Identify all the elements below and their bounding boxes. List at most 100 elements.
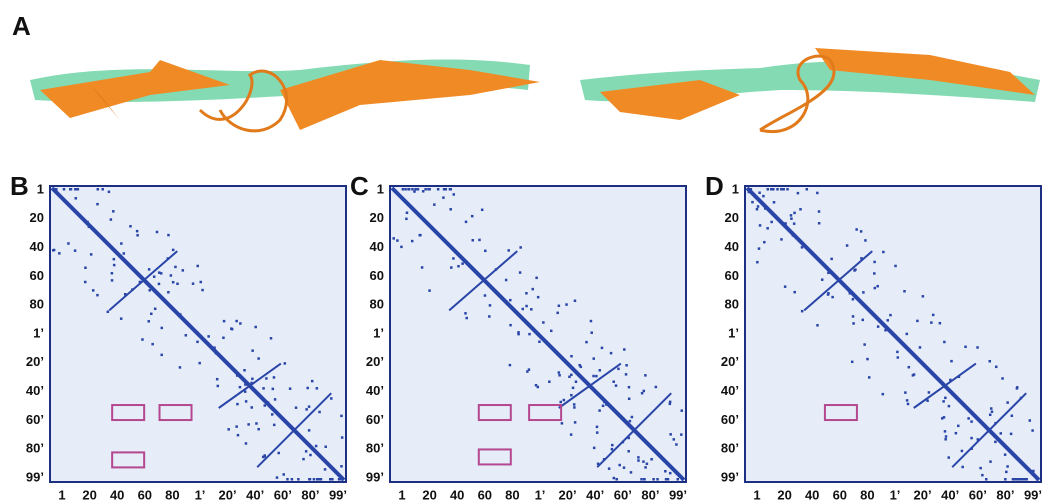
contact-dot [763, 207, 767, 210]
contact-dot [169, 274, 173, 277]
contact-dot [484, 249, 487, 253]
contact-dot [392, 237, 395, 240]
contact-dot [791, 232, 795, 236]
x-tick-label: 40’ [586, 487, 604, 502]
contact-dot [957, 424, 960, 428]
contact-dot [340, 436, 344, 439]
contact-dot [96, 293, 99, 297]
contact-dot [526, 370, 529, 373]
contact-dot [270, 413, 274, 416]
contact-dot [272, 376, 276, 379]
contact-dot [873, 260, 876, 264]
contact-dot [595, 374, 598, 378]
y-tick-label: 20 [370, 210, 384, 225]
contact-dot [970, 447, 973, 450]
contact-dot [157, 271, 161, 274]
contact-dot [271, 387, 275, 391]
contact-dot [160, 353, 163, 357]
contact-dot [450, 266, 453, 269]
contact-dot [573, 421, 577, 424]
antiparallel-contacts [218, 362, 282, 409]
contact-dot [664, 478, 668, 481]
contact-dot [230, 327, 234, 331]
contact-dot [790, 217, 793, 220]
contact-dot [680, 409, 683, 412]
contact-dot [625, 364, 628, 367]
contact-dot [1015, 387, 1019, 390]
contact-dot [800, 309, 804, 313]
contact-dot [201, 288, 204, 292]
contact-dot [906, 402, 910, 406]
contact-dot [816, 324, 819, 327]
contact-dot [184, 334, 188, 337]
contact-dot [637, 459, 640, 462]
y-tick-label: 80’ [26, 441, 44, 456]
contact-dot [312, 478, 316, 481]
contact-dot [799, 208, 802, 211]
contact-dot [255, 422, 258, 425]
contact-dot [984, 478, 988, 481]
contact-dot [1021, 478, 1024, 481]
contact-dot [324, 445, 327, 449]
x-tick-label: 1 [58, 487, 65, 502]
panel-label: D [705, 171, 724, 201]
contact-dot [257, 357, 260, 360]
contact-dot [637, 456, 640, 459]
contact-dot [404, 188, 407, 191]
x-tick-label: 80 [165, 487, 179, 502]
contact-dot [418, 233, 422, 237]
contact-dot [75, 188, 78, 191]
contact-dot [640, 391, 644, 395]
contact-dot [557, 304, 561, 308]
y-tick-label: 99’ [366, 469, 384, 484]
contact-dot [106, 310, 110, 314]
contact-dot [672, 438, 675, 441]
contact-dot [171, 248, 175, 252]
contact-dot [805, 188, 809, 191]
contact-dot [556, 311, 559, 315]
antiparallel-contacts [803, 250, 873, 312]
contact-dot [131, 288, 134, 291]
contact-dot [615, 478, 618, 481]
contact-dot [642, 389, 646, 393]
contact-dot [603, 400, 606, 404]
contact-dot [642, 460, 645, 463]
contact-dot [548, 380, 551, 383]
contact-dot [793, 290, 796, 294]
y-tick-label: 80’ [721, 441, 739, 456]
contact-dot [1031, 429, 1034, 432]
contact-dot [882, 250, 885, 254]
contact-dot [508, 363, 512, 367]
contact-dot [756, 260, 759, 264]
contact-dot [770, 220, 773, 224]
contact-dot [155, 230, 159, 234]
contact-dot [530, 308, 533, 311]
contact-dot [302, 457, 305, 461]
contact-dot [644, 374, 647, 377]
contact-dot [675, 443, 678, 446]
contact-dot [749, 188, 753, 191]
y-tick-label: 20 [30, 210, 44, 225]
contact-dot [171, 280, 175, 284]
contact-dot [122, 252, 126, 255]
contact-dot [110, 272, 114, 275]
contact-dot [1025, 478, 1028, 481]
contact-dot [239, 322, 242, 325]
contact-dot [1012, 478, 1015, 481]
contact-dot [1014, 478, 1018, 481]
x-tick-label: 60’ [614, 487, 632, 502]
contact-dot [542, 321, 545, 324]
contact-dot [669, 433, 672, 436]
contact-dot [76, 188, 80, 191]
contact-dot [413, 190, 416, 193]
contact-dot [470, 214, 474, 218]
panel-label: A [12, 11, 31, 41]
contact-dot [590, 331, 593, 334]
contact-dot [873, 272, 876, 275]
contact-dot [120, 242, 123, 245]
contact-dot [589, 319, 593, 323]
contact-dot [629, 471, 633, 474]
contact-dot [881, 392, 885, 396]
contact-dot [151, 342, 154, 346]
